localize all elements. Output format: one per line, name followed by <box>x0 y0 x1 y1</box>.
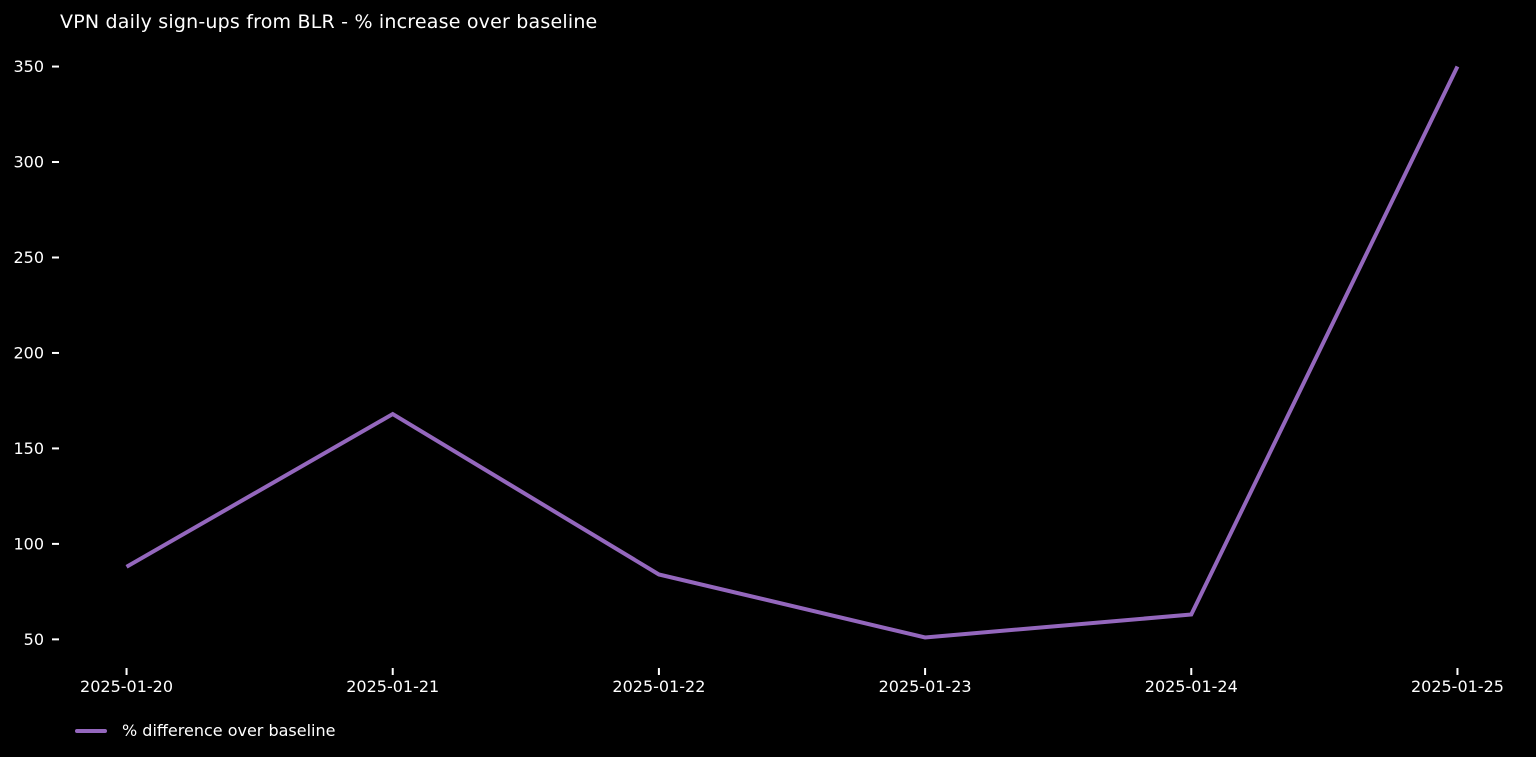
x-axis-tick-label: 2025-01-22 <box>612 677 705 696</box>
x-axis-tick-label: 2025-01-21 <box>346 677 439 696</box>
y-axis-tick-label: 50 <box>24 630 44 649</box>
chart-title: VPN daily sign-ups from BLR - % increase… <box>60 11 598 33</box>
x-axis-tick-label: 2025-01-24 <box>1145 677 1238 696</box>
x-axis-tick-label: 2025-01-20 <box>80 677 173 696</box>
x-axis-tick-label: 2025-01-23 <box>879 677 972 696</box>
y-axis-tick-label: 250 <box>13 248 44 267</box>
legend-line-swatch <box>75 728 107 733</box>
chart-legend: % difference over baseline <box>75 721 335 740</box>
y-axis-tick-label: 100 <box>13 534 44 553</box>
x-axis-tick-label: 2025-01-25 <box>1411 677 1504 696</box>
legend-series-label: % difference over baseline <box>122 721 336 740</box>
series-line <box>125 65 1460 640</box>
y-axis-tick-label: 200 <box>13 343 44 362</box>
y-axis-tick-label: 300 <box>13 153 44 172</box>
y-axis-tick-label: 150 <box>13 439 44 458</box>
y-axis-tick-label: 350 <box>13 57 44 76</box>
